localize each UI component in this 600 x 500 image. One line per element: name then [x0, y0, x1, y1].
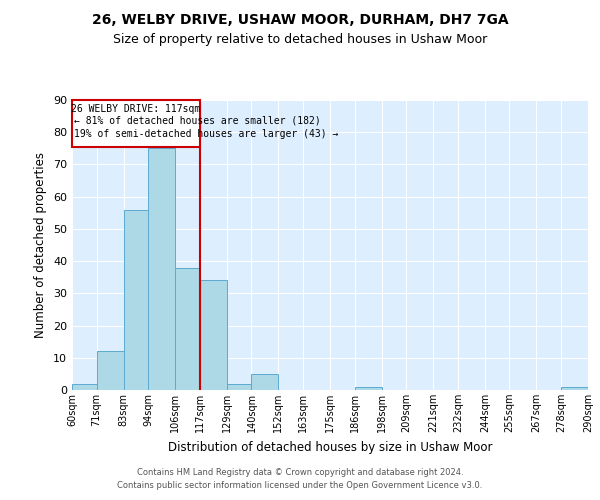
Text: 19% of semi-detached houses are larger (43) →: 19% of semi-detached houses are larger (… — [74, 129, 338, 139]
Bar — [124, 210, 148, 390]
Y-axis label: Number of detached properties: Number of detached properties — [34, 152, 47, 338]
Bar — [200, 280, 227, 390]
Bar — [175, 268, 200, 390]
Text: 26 WELBY DRIVE: 117sqm: 26 WELBY DRIVE: 117sqm — [71, 104, 200, 114]
Bar — [251, 374, 278, 390]
Text: Contains public sector information licensed under the Open Government Licence v3: Contains public sector information licen… — [118, 480, 482, 490]
Text: ← 81% of detached houses are smaller (182): ← 81% of detached houses are smaller (18… — [74, 116, 320, 126]
Bar — [148, 148, 175, 390]
Bar — [72, 384, 97, 390]
Bar — [355, 387, 382, 390]
Text: Contains HM Land Registry data © Crown copyright and database right 2024.: Contains HM Land Registry data © Crown c… — [137, 468, 463, 477]
X-axis label: Distribution of detached houses by size in Ushaw Moor: Distribution of detached houses by size … — [168, 440, 492, 454]
Text: Size of property relative to detached houses in Ushaw Moor: Size of property relative to detached ho… — [113, 32, 487, 46]
Bar — [227, 384, 251, 390]
Text: 26, WELBY DRIVE, USHAW MOOR, DURHAM, DH7 7GA: 26, WELBY DRIVE, USHAW MOOR, DURHAM, DH7… — [92, 12, 508, 26]
FancyBboxPatch shape — [72, 100, 200, 146]
Bar — [97, 352, 124, 390]
Bar — [561, 387, 588, 390]
